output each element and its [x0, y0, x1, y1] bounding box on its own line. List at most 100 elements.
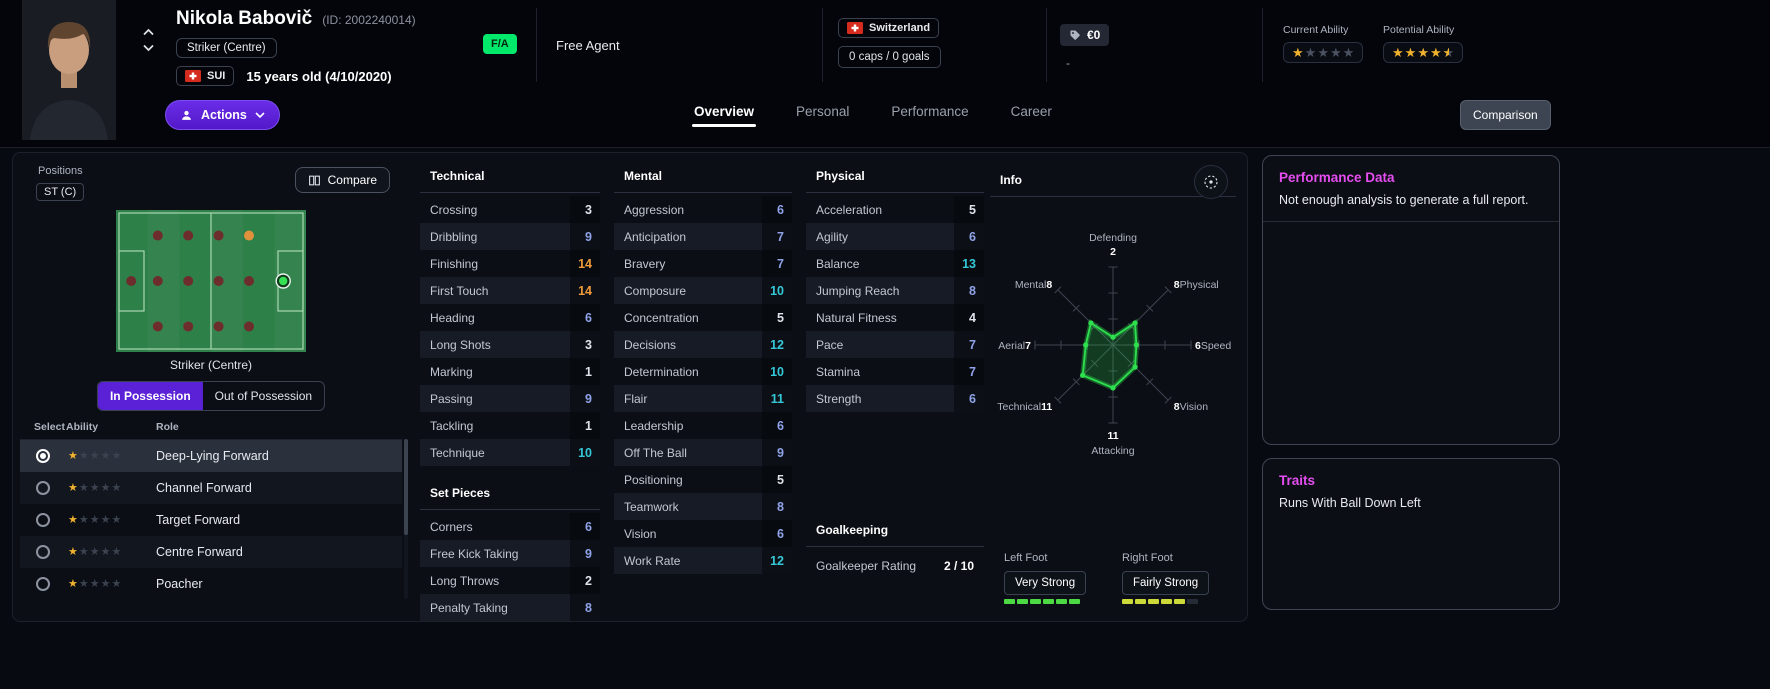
role-select-radio[interactable] [36, 513, 50, 527]
foot-strength-segment [1161, 599, 1172, 604]
attribute-row[interactable]: Natural Fitness 4 [806, 304, 984, 331]
attribute-name: Flair [624, 391, 648, 406]
next-player-button[interactable] [142, 44, 155, 52]
attribute-value: 8 [570, 594, 600, 621]
tab-overview[interactable]: Overview [692, 92, 757, 135]
scrollbar-thumb[interactable] [404, 439, 408, 535]
attribute-row[interactable]: Heading 6 [420, 304, 600, 331]
svg-text:2: 2 [1110, 246, 1116, 258]
attribute-row[interactable]: Agility 6 [806, 223, 984, 250]
player-name: Nikola Babovič [176, 8, 313, 29]
position-badge: Striker (Centre) [176, 38, 277, 58]
attribute-row[interactable]: Balance 13 [806, 250, 984, 277]
star-icon: ★ [1329, 45, 1342, 60]
attribute-row[interactable]: Crossing 3 [420, 196, 600, 223]
radar-settings-button[interactable] [1194, 165, 1228, 199]
attribute-row[interactable]: Long Shots 3 [420, 331, 600, 358]
svg-text:Mental8: Mental8 [1015, 279, 1053, 291]
attribute-row[interactable]: Jumping Reach 8 [806, 277, 984, 304]
attribute-row[interactable]: Finishing 14 [420, 250, 600, 277]
attribute-row[interactable]: Teamwork 8 [614, 493, 792, 520]
traits-title: Traits [1279, 473, 1316, 488]
role-select-radio[interactable] [36, 577, 50, 591]
attribute-row[interactable]: Composure 10 [614, 277, 792, 304]
star-icon: ★ [89, 513, 100, 526]
prev-player-button[interactable] [142, 28, 155, 36]
svg-text:6Speed: 6Speed [1195, 340, 1231, 352]
technical-title: Technical [420, 155, 600, 193]
chevron-down-icon [255, 112, 265, 118]
performance-data-body: Not enough analysis to generate a full r… [1279, 193, 1529, 207]
attribute-row[interactable]: Technique 10 [420, 439, 600, 466]
attribute-row[interactable]: Tackling 1 [420, 412, 600, 439]
free-agent-badge: F/A [483, 34, 517, 54]
attribute-row[interactable]: Determination 10 [614, 358, 792, 385]
role-row[interactable]: ★ ★ ★ ★ ★ Poacher [20, 568, 402, 600]
attribute-row[interactable]: Positioning 5 [614, 466, 792, 493]
toggle-in-possession[interactable]: In Possession [97, 382, 203, 410]
star-icon: ★ [89, 481, 100, 494]
performance-data-title: Performance Data [1279, 170, 1395, 185]
attribute-row[interactable]: Free Kick Taking 9 [420, 540, 600, 567]
attribute-value: 1 [570, 358, 600, 385]
role-select-radio[interactable] [36, 545, 50, 559]
attribute-value: 1 [570, 412, 600, 439]
role-row[interactable]: ★ ★ ★ ★ ★ Deep-Lying Forward [20, 440, 402, 472]
attribute-row[interactable]: Flair 11 [614, 385, 792, 412]
role-name: Deep-Lying Forward [156, 449, 269, 463]
star-icon: ★ [1392, 45, 1404, 60]
goalkeeping-block: Goalkeeping Goalkeeper Rating 2 / 10 [806, 523, 984, 582]
star-icon: ★ [68, 545, 78, 558]
attribute-row[interactable]: Vision 6 [614, 520, 792, 547]
position-pitch [116, 210, 306, 352]
actions-button[interactable]: Actions [165, 100, 280, 130]
foot-strength-segment [1122, 599, 1133, 604]
star-icon: ★ [78, 513, 89, 526]
attribute-row[interactable]: Passing 9 [420, 385, 600, 412]
attribute-value: 6 [762, 520, 792, 547]
attribute-row[interactable]: Stamina 7 [806, 358, 984, 385]
attribute-row[interactable]: Leadership 6 [614, 412, 792, 439]
attribute-row[interactable]: Bravery 7 [614, 250, 792, 277]
attribute-row[interactable]: Dribbling 9 [420, 223, 600, 250]
comparison-button[interactable]: Comparison [1460, 100, 1551, 130]
tab-career[interactable]: Career [1009, 92, 1054, 135]
toggle-out-of-possession[interactable]: Out of Possession [203, 382, 324, 410]
attribute-row[interactable]: Work Rate 12 [614, 547, 792, 574]
foot-strength-segment [1148, 599, 1159, 604]
attribute-row[interactable]: Marking 1 [420, 358, 600, 385]
technical-panel: Technical Crossing 3 Dribbling 9 Finishing 14… [420, 155, 600, 621]
role-row[interactable]: ★ ★ ★ ★ ★ Centre Forward [20, 536, 402, 568]
attribute-name: Leadership [624, 418, 684, 433]
attribute-row[interactable]: Penalty Taking 8 [420, 594, 600, 621]
tab-performance[interactable]: Performance [889, 92, 970, 135]
attribute-row[interactable]: First Touch 14 [420, 277, 600, 304]
attribute-name: Technique [430, 445, 485, 460]
roles-list: ★ ★ ★ ★ ★ Deep-Lying Forward ★ ★ ★ ★ ★ Channel Forw… [20, 439, 402, 600]
goalkeeper-rating-value: 2 / 10 [943, 559, 974, 573]
tab-personal[interactable]: Personal [794, 92, 851, 135]
roles-scrollbar[interactable] [404, 439, 408, 599]
attribute-row[interactable]: Strength 6 [806, 385, 984, 412]
attribute-name: Vision [624, 526, 657, 541]
attribute-row[interactable]: Pace 7 [806, 331, 984, 358]
role-select-radio[interactable] [36, 449, 50, 463]
header-divider [536, 8, 537, 82]
role-select-radio[interactable] [36, 481, 50, 495]
attribute-name: Pace [816, 337, 844, 352]
role-row[interactable]: ★ ★ ★ ★ ★ Target Forward [20, 504, 402, 536]
star-icon: ★ [68, 513, 78, 526]
attribute-row[interactable]: Long Throws 2 [420, 567, 600, 594]
attribute-name: Dribbling [430, 229, 478, 244]
attribute-row[interactable]: Corners 6 [420, 513, 600, 540]
attribute-value: 7 [954, 331, 984, 358]
attribute-value: 6 [762, 412, 792, 439]
attribute-row[interactable]: Off The Ball 9 [614, 439, 792, 466]
attribute-row[interactable]: Aggression 6 [614, 196, 792, 223]
attribute-row[interactable]: Anticipation 7 [614, 223, 792, 250]
attribute-row[interactable]: Acceleration 5 [806, 196, 984, 223]
attribute-row[interactable]: Decisions 12 [614, 331, 792, 358]
attribute-row[interactable]: Concentration 5 [614, 304, 792, 331]
compare-button[interactable]: Compare [294, 167, 390, 193]
role-row[interactable]: ★ ★ ★ ★ ★ Channel Forward [20, 472, 402, 504]
